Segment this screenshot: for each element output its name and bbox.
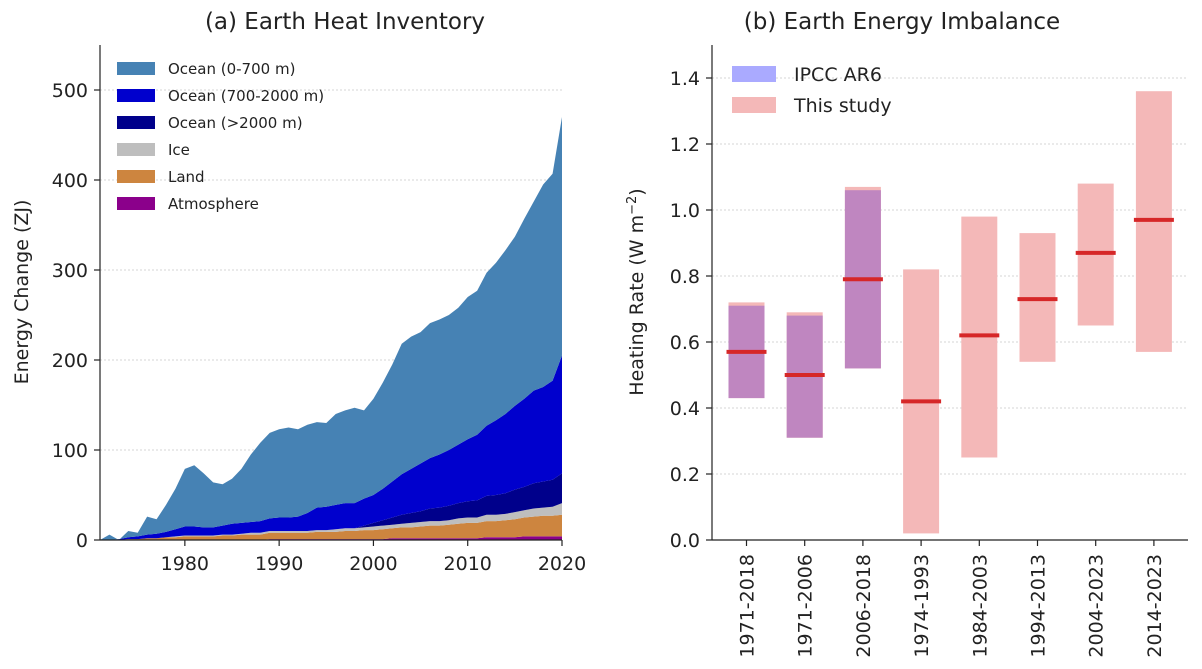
- panel-b-ticks: 0.0 0.2 0.4 0.6 0.8 1.0 1.2 1.4 1971-2018 1971-20…: [670, 68, 1166, 658]
- panel-a-legend-swatch: [117, 197, 155, 210]
- panel-b-y-tick-label: 0.0: [670, 530, 700, 552]
- panel-a-areas: [100, 117, 562, 540]
- panel-b-legend-swatch: [732, 66, 776, 82]
- panel-b-legend-label: This study: [793, 95, 892, 117]
- panel-b-x-tick-label: 2006-2018: [853, 554, 875, 658]
- panel-b-x-tick-label: 1971-2006: [795, 554, 817, 658]
- panel-a-area-land: [100, 514, 562, 540]
- panel-a-area-ocean-2000-m: [100, 473, 562, 540]
- panel-a-legend-label: Ocean (>2000 m): [168, 114, 303, 132]
- panel-a-x-tick-label: 1990: [255, 553, 303, 575]
- panel-a-y-tick-label: 200: [52, 350, 88, 372]
- panel-b-x-tick-label: 1971-2018: [737, 554, 759, 658]
- panel-a-legend: Ocean (0-700 m) Ocean (700-2000 m) Ocean (…: [117, 60, 324, 213]
- panel-b-y-tick-label: 0.6: [670, 332, 700, 354]
- panel-a-area-ice: [100, 503, 562, 540]
- panel-a-legend-label: Ice: [168, 141, 190, 159]
- panel-b-legend-label: IPCC AR6: [794, 64, 882, 86]
- panel-a-legend-swatch: [117, 62, 155, 75]
- panel-b-energy-imbalance: (b) Earth Energy Imbalance Heating Rate …: [625, 9, 1188, 658]
- panel-a-y-tick-label: 0: [76, 530, 88, 552]
- panel-b-y-tick-label: 0.8: [670, 266, 700, 288]
- panel-b-legend-swatch: [732, 97, 776, 113]
- panel-b-gridlines: [712, 77, 1188, 475]
- panel-b-bars: [726, 91, 1174, 534]
- panel-a-area-atmosphere: [100, 536, 562, 540]
- panel-a-area-ocean-0-700-m: [100, 117, 562, 540]
- panel-a-legend-swatch: [117, 170, 155, 183]
- panel-a-x-tick-label: 2020: [538, 553, 586, 575]
- panel-a-legend-label: Ocean (0-700 m): [168, 60, 295, 78]
- panel-a-title: (a) Earth Heat Inventory: [205, 9, 485, 35]
- panel-a-heat-inventory: (a) Earth Heat Inventory Energy Change (…: [11, 9, 586, 575]
- panel-a-x-tick-label: 2010: [444, 553, 492, 575]
- panel-b-y-tick-label: 1.4: [670, 68, 700, 90]
- panel-a-legend-swatch: [117, 89, 155, 102]
- panel-a-legend-label: Land: [168, 168, 205, 186]
- panel-b-title: (b) Earth Energy Imbalance: [744, 9, 1060, 35]
- panel-b-y-tick-label: 1.0: [670, 200, 700, 222]
- panel-a-x-tick-label: 1980: [161, 553, 209, 575]
- panel-b-y-tick-label: 0.4: [670, 398, 700, 420]
- panel-a-y-axis-label: Energy Change (ZJ): [11, 200, 33, 385]
- panel-a-y-tick-label: 300: [52, 260, 88, 282]
- panel-b-x-tick-label: 2004-2023: [1086, 554, 1108, 658]
- panel-a-area-ocean-700-2000-m: [100, 355, 562, 540]
- panel-b-x-tick-label: 1994-2013: [1028, 554, 1050, 658]
- panel-b-y-tick-label: 0.2: [670, 464, 700, 486]
- panel-b-x-tick-label: 1984-2003: [969, 554, 991, 658]
- panel-b-x-tick-label: 1974-1993: [911, 554, 933, 658]
- panel-a-legend-swatch: [117, 116, 155, 129]
- panel-a-legend-label: Atmosphere: [168, 195, 259, 213]
- panel-a-y-tick-label: 400: [52, 170, 88, 192]
- panel-a-legend-swatch: [117, 143, 155, 156]
- panel-a-axes: [99, 45, 562, 541]
- panel-a-y-tick-label: 100: [52, 440, 88, 462]
- panel-b-axes: [711, 45, 1188, 541]
- panel-b-y-tick-label: 1.2: [670, 134, 700, 156]
- panel-b-y-axis-label: Heating Rate (W m−2): [625, 188, 648, 395]
- panel-a-y-tick-label: 500: [52, 80, 88, 102]
- panel-b-legend: IPCC AR6 This study: [732, 64, 892, 117]
- panel-b-x-tick-label: 2014-2023: [1144, 554, 1166, 658]
- panel-a-x-tick-label: 2000: [349, 553, 397, 575]
- panel-a-legend-label: Ocean (700-2000 m): [168, 87, 324, 105]
- panel-a-ticks: 0 100 200 300 400 500 1980 1990 2000 2010 2020: [52, 80, 586, 575]
